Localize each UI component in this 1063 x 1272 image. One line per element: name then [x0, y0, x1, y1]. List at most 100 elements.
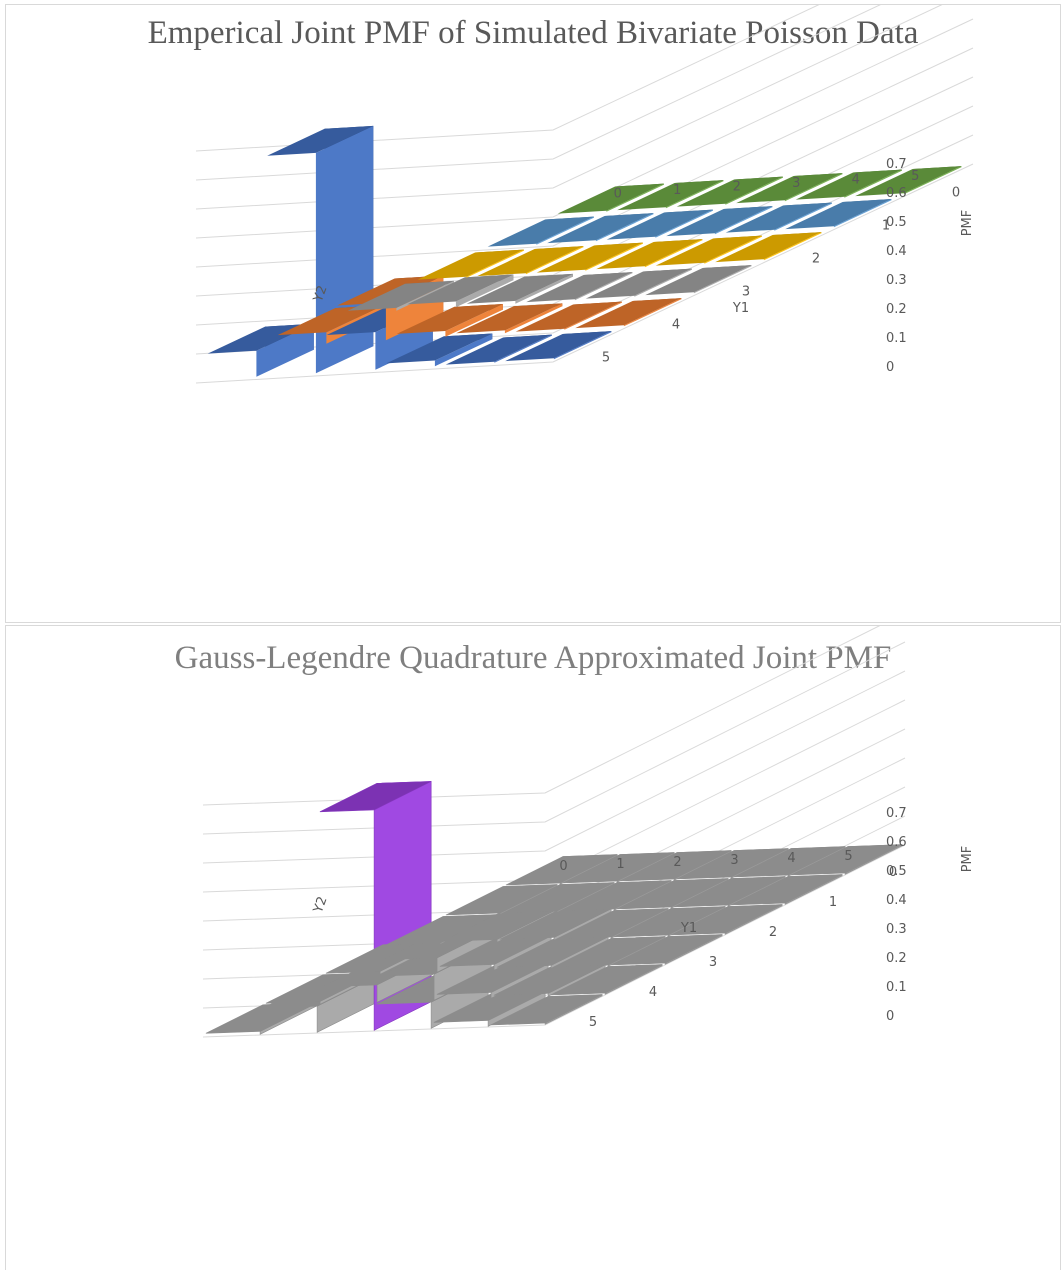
- bar-face-right: [256, 323, 314, 377]
- bar-mark: [733, 846, 846, 878]
- bar-mark: [673, 876, 786, 908]
- y2-tick-label: 1: [673, 183, 681, 198]
- chart-panel-quadrature: Gauss-Legendre Quadrature Approximated J…: [5, 625, 1061, 1270]
- bar-face-right: [714, 206, 773, 235]
- bar-mark: [670, 904, 783, 936]
- bar-face-right: [774, 202, 832, 231]
- bar-face-top: [456, 303, 563, 334]
- bar-mark: [655, 235, 762, 266]
- chart-plot-area: 0 1 2 3 4 5 0 1 2 3 4 5 0 0.1 0.2 0.3 0.4 0.5 0.6 0.7 Y2 Y1 PM…: [202, 626, 975, 1038]
- bar-mark: [795, 169, 902, 200]
- z-tick-label: 0.5: [886, 215, 907, 230]
- bar-mark: [505, 854, 618, 886]
- gridline: [195, 5, 943, 210]
- z-tick-label: 0.7: [886, 806, 907, 821]
- bar-face-top: [557, 183, 664, 214]
- tick-labels: 0 1 2 3 4 5 0 1 2 3 4 5 0 0.1 0.2 0.3 0.4 0.5 0.6 0.7: [602, 157, 960, 375]
- z-tick-label: 0.6: [886, 835, 907, 850]
- bar-face-right: [623, 298, 682, 327]
- bar-mark: [575, 298, 682, 329]
- y2-tick-label: 4: [787, 851, 795, 866]
- bar-face-top: [487, 216, 594, 247]
- y2-tick-label: 3: [730, 853, 738, 868]
- bar-mark: [617, 180, 724, 211]
- bar-mark: [855, 166, 962, 197]
- bar-face-right: [434, 333, 493, 367]
- bar-mark: [550, 964, 663, 996]
- y2-tick-label: 4: [852, 172, 860, 187]
- bar-face-top: [795, 169, 902, 200]
- bar-face-top: [616, 878, 729, 910]
- y1-tick-label: 2: [812, 252, 820, 267]
- z-tick-label: 0.5: [886, 864, 907, 879]
- bar-face-top: [715, 232, 822, 263]
- z-tick-label: 0.4: [886, 893, 907, 908]
- bar-face-top: [536, 242, 643, 273]
- bar-face-top: [319, 781, 432, 813]
- bar-face-top: [407, 274, 514, 305]
- z-tick-label: 0: [886, 360, 894, 375]
- bar-face-right: [585, 242, 643, 271]
- bar-face-top: [606, 209, 713, 240]
- bar-mark: [386, 333, 493, 367]
- y2-tick-label: 2: [673, 855, 681, 870]
- bar-face-top: [619, 850, 732, 882]
- bar-mark: [790, 844, 903, 876]
- bar-face-top: [790, 844, 903, 876]
- bar-face-right: [704, 235, 762, 264]
- bar-face-top: [417, 249, 524, 280]
- gridline: [202, 641, 906, 835]
- bar-face-top: [515, 301, 622, 332]
- bar-face-right: [504, 303, 563, 334]
- bar-mark: [785, 199, 892, 230]
- bar-face-top: [855, 166, 962, 197]
- y2-tick-label: 2: [733, 179, 741, 194]
- z-tick-label: 0.6: [886, 186, 907, 201]
- bar-mark: [645, 265, 752, 296]
- bar-face-right: [693, 265, 752, 294]
- y1-tick-label: 1: [882, 219, 890, 234]
- bar-face-right: [466, 249, 524, 278]
- bar-mark: [730, 874, 843, 906]
- bar-mark: [725, 202, 832, 233]
- y1-tick-label: 4: [649, 985, 657, 1000]
- bar-face-right: [606, 183, 664, 212]
- bar-face-top: [502, 882, 615, 914]
- bar-mark: [613, 906, 726, 938]
- gridline: [195, 134, 974, 355]
- bar-face-top: [562, 852, 675, 884]
- bar-face-top: [725, 202, 832, 233]
- bar-face-right: [536, 216, 594, 245]
- bar-mark: [547, 213, 654, 244]
- bar-face-top: [610, 934, 723, 966]
- bar-face-top: [575, 298, 682, 329]
- z-tick-label: 0.2: [886, 951, 907, 966]
- z-tick-label: 0.1: [886, 331, 907, 346]
- bar-face-top: [673, 876, 786, 908]
- gridline: [202, 626, 881, 806]
- bar-face-top: [596, 239, 703, 270]
- bar-face-top: [490, 994, 603, 1026]
- bar-face-right: [574, 272, 633, 301]
- bar-mark: [676, 848, 789, 880]
- bar-face-top: [670, 904, 783, 936]
- bar-face-top: [550, 964, 663, 996]
- bars: [205, 780, 903, 1035]
- bar-face-top: [645, 265, 752, 296]
- bar-face-right: [445, 304, 503, 337]
- bar-face-top: [733, 846, 846, 878]
- bar-face-top: [505, 331, 612, 362]
- bar-face-right: [665, 180, 724, 209]
- gridline: [195, 5, 881, 181]
- y2-tick-label: 0: [559, 859, 567, 874]
- bar-face-right: [903, 166, 962, 195]
- bar-mark: [616, 878, 729, 910]
- bar-mark: [407, 274, 514, 308]
- bar-face-top: [277, 305, 384, 336]
- z-axis-title: PMF: [960, 846, 975, 873]
- bar-face-top: [553, 936, 666, 968]
- bar-face-right: [515, 273, 573, 304]
- y2-tick-label: 3: [792, 176, 800, 191]
- bar-face-right: [525, 246, 584, 275]
- bar-mark: [477, 246, 584, 277]
